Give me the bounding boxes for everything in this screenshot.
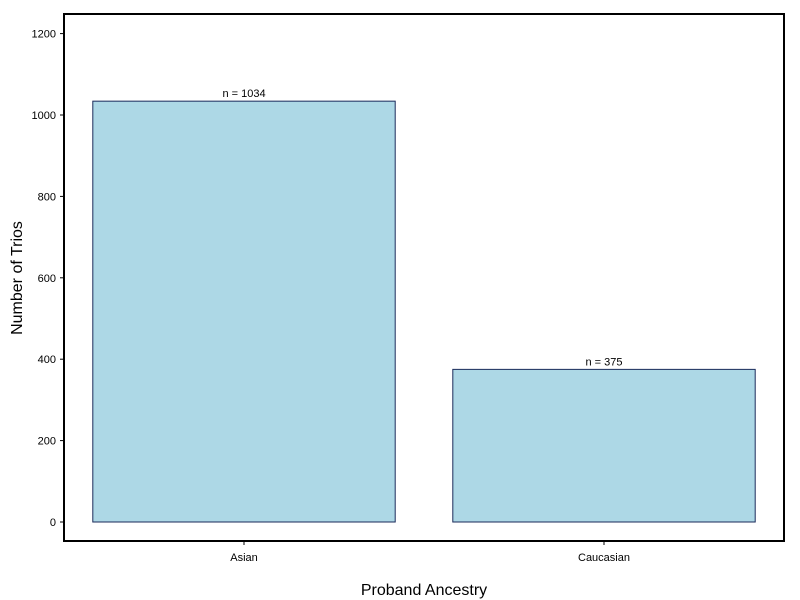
y-axis: 0 200 400 600 800 1000 1200 [32,29,64,529]
bar [92,100,396,523]
y-tick-label: 800 [38,191,56,203]
bar [452,368,756,523]
x-axis: Asian Caucasian [230,541,630,564]
y-tick-label: 600 [38,273,56,285]
bars: n = 1034 n = 375 [92,88,756,523]
y-tick-label: 1000 [32,110,56,122]
y-tick-label: 1200 [32,29,56,41]
bar-data-label: n = 1034 [222,88,265,100]
x-axis-title: Proband Ancestry [361,582,487,599]
y-axis-title: Number of Trios [9,221,26,335]
x-tick-label: Caucasian [578,552,630,564]
y-tick-label: 400 [38,354,56,366]
y-tick-label: 0 [50,517,56,529]
bar-data-label: n = 375 [585,356,622,368]
x-tick-label: Asian [230,552,258,564]
y-tick-label: 200 [38,436,56,448]
